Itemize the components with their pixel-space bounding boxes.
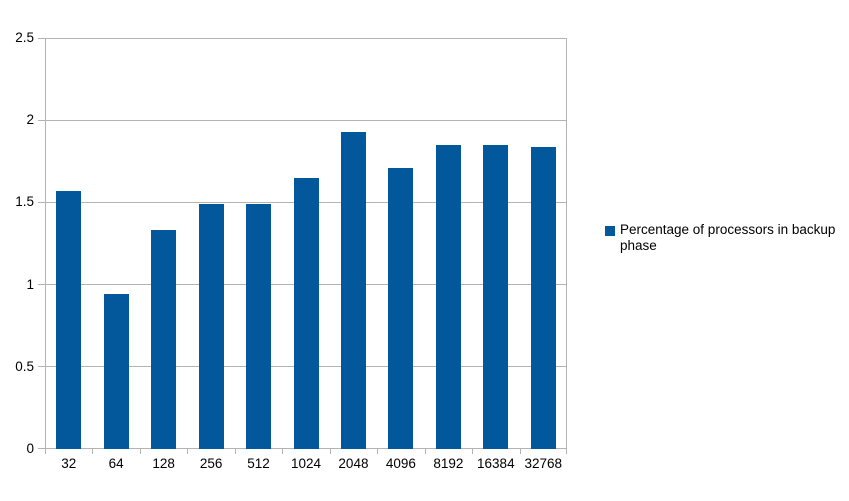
y-tick-label: 0 [26,441,34,456]
x-tick [377,449,379,454]
y-tick-label: 1 [26,276,34,292]
y-tick [38,119,46,121]
y-tick-label: 2 [26,112,34,128]
bar-128 [151,230,177,449]
bar-64 [103,294,129,449]
y-axis-line [45,38,46,449]
bar-32 [56,190,82,449]
plot-area [45,38,567,449]
bar-256 [198,204,224,449]
x-tick-label: 512 [247,456,270,471]
x-tick [139,449,141,454]
x-tick [282,449,284,454]
x-tick [92,449,94,454]
y-tick [38,448,46,449]
gridline [45,119,567,121]
x-tick-label: 1024 [290,456,322,471]
x-tick-label: 8192 [433,456,464,471]
x-tick [187,449,189,454]
legend-label: Percentage of processors in backup phase [620,222,836,253]
x-tick [566,449,567,454]
legend-marker-icon [605,226,615,236]
bar-1024 [293,177,319,449]
y-tick-label: 1.5 [15,194,34,210]
x-tick-label: 256 [199,456,223,471]
x-tick-label: 16384 [477,456,515,471]
plot-right-border [566,38,567,449]
y-tick-label: 2.5 [15,30,34,45]
x-tick-label: 32 [61,456,77,471]
y-tick [38,38,46,39]
x-tick-label: 2048 [338,456,369,471]
y-tick-label: 0.5 [15,358,34,374]
x-tick-label: 32768 [524,456,563,471]
x-tick [519,449,521,454]
bar-4096 [388,167,414,449]
legend: Percentage of processors in backup phase [605,222,849,254]
y-tick [38,201,46,203]
y-tick [38,284,46,286]
bar-8192 [435,144,461,449]
x-tick [424,449,426,454]
bar-2048 [340,131,366,449]
x-tick-label: 4096 [385,456,416,471]
x-tick-label: 64 [108,456,124,471]
bar-512 [246,204,272,449]
bar-16384 [483,144,509,449]
x-tick [45,449,46,454]
bar-32768 [530,146,556,449]
x-tick [234,449,236,454]
y-tick [38,366,46,368]
x-tick [329,449,331,454]
x-tick-label: 128 [152,456,175,471]
x-tick [472,449,474,454]
gridline [45,38,567,39]
